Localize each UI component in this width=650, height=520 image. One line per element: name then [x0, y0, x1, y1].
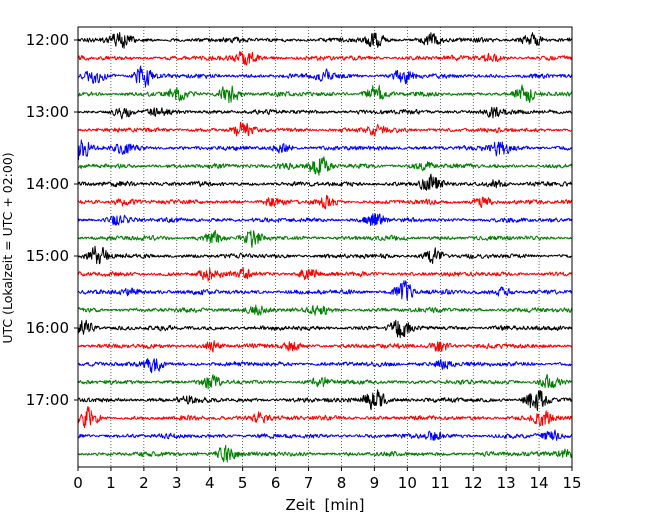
x-tick-label: 8 — [337, 474, 347, 492]
y-tick-label: 15:00 — [26, 247, 69, 265]
trace-line — [77, 84, 573, 104]
grid-lines — [110, 27, 540, 467]
y-axis-ticks: 12:00 13:00 14:00 15:00 16:00 17:00 — [26, 31, 78, 409]
x-tick-label: 15 — [562, 474, 581, 492]
x-tick-label: 3 — [172, 474, 182, 492]
x-tick-label: 6 — [271, 474, 281, 492]
trace-line — [77, 374, 573, 390]
x-tick-label: 1 — [106, 474, 116, 492]
trace-line — [78, 444, 573, 463]
trace-line — [77, 194, 573, 210]
x-tick-label: 13 — [497, 474, 516, 492]
x-tick-label: 7 — [304, 474, 314, 492]
x-tick-label: 11 — [431, 474, 450, 492]
trace-line — [77, 213, 573, 226]
x-tick-label: 9 — [370, 474, 380, 492]
trace-line — [77, 139, 573, 161]
y-axis-title: UTC (Lokalzeit = UTC + 02:00) — [0, 152, 15, 343]
x-axis-title: Zeit [min] — [285, 496, 364, 514]
trace-line — [77, 280, 573, 302]
trace-line — [77, 32, 573, 49]
seismic-traces — [77, 32, 573, 463]
trace-line — [77, 358, 573, 374]
trace-line — [77, 121, 573, 137]
trace-line — [77, 429, 573, 441]
x-tick-label: 2 — [139, 474, 149, 492]
trace-line — [77, 389, 573, 411]
trace-line — [77, 50, 573, 66]
trace-line — [77, 340, 573, 353]
x-axis-ticks: 0 1 2 3 4 5 6 7 8 9 10 11 12 13 14 15 — [73, 467, 582, 492]
y-tick-label: 12:00 — [26, 31, 69, 49]
trace-line — [77, 319, 573, 339]
y-tick-label: 14:00 — [26, 175, 69, 193]
trace-line — [77, 156, 573, 176]
trace-line — [77, 267, 573, 282]
x-tick-label: 4 — [205, 474, 215, 492]
x-tick-label: 0 — [73, 474, 83, 492]
trace-line — [77, 245, 573, 265]
y-tick-label: 17:00 — [26, 391, 69, 409]
y-tick-label: 16:00 — [26, 319, 69, 337]
y-tick-label: 13:00 — [26, 103, 69, 121]
trace-line — [77, 230, 573, 248]
trace-line — [77, 173, 573, 191]
plot-frame — [77, 26, 573, 468]
trace-line — [77, 406, 573, 429]
trace-line — [77, 65, 573, 88]
x-tick-label: 14 — [530, 474, 549, 492]
x-tick-label: 12 — [464, 474, 483, 492]
trace-line — [77, 106, 573, 120]
x-tick-label: 5 — [238, 474, 248, 492]
x-tick-label: 10 — [398, 474, 417, 492]
trace-line — [77, 304, 573, 316]
